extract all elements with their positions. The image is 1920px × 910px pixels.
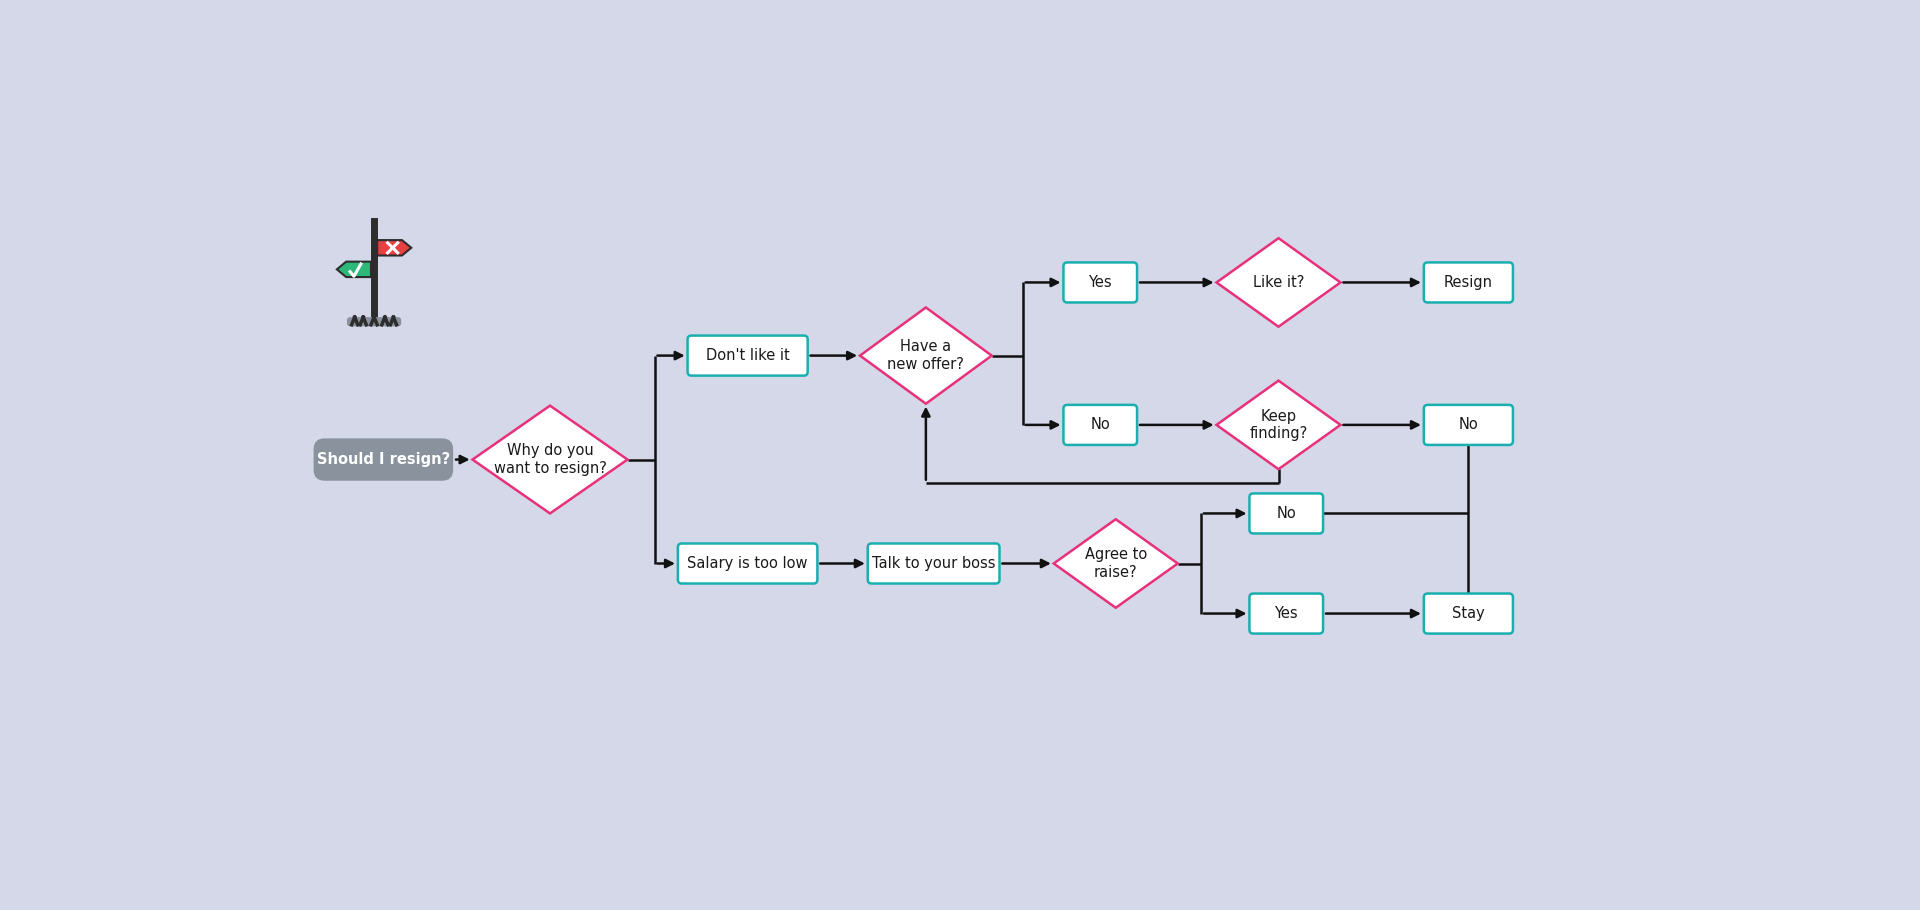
Text: No: No <box>1091 418 1110 432</box>
FancyBboxPatch shape <box>687 336 808 376</box>
Text: Don't like it: Don't like it <box>707 349 789 363</box>
Text: Like it?: Like it? <box>1254 275 1304 290</box>
Polygon shape <box>376 240 411 256</box>
Polygon shape <box>1054 520 1177 608</box>
Text: No: No <box>1277 506 1296 521</box>
FancyBboxPatch shape <box>1064 262 1137 302</box>
FancyBboxPatch shape <box>868 543 1000 583</box>
Text: No: No <box>1459 418 1478 432</box>
Text: Resign: Resign <box>1444 275 1494 290</box>
Text: Keep
finding?: Keep finding? <box>1250 409 1308 441</box>
FancyBboxPatch shape <box>1425 593 1513 633</box>
Polygon shape <box>1217 380 1340 470</box>
FancyBboxPatch shape <box>1425 405 1513 445</box>
FancyBboxPatch shape <box>1250 493 1323 533</box>
Text: Agree to
raise?: Agree to raise? <box>1085 547 1146 580</box>
Text: Talk to your boss: Talk to your boss <box>872 556 995 571</box>
Text: Have a
new offer?: Have a new offer? <box>887 339 964 372</box>
Text: Stay: Stay <box>1452 606 1484 621</box>
Polygon shape <box>472 406 628 513</box>
FancyBboxPatch shape <box>348 317 401 327</box>
FancyBboxPatch shape <box>1425 262 1513 302</box>
Text: Yes: Yes <box>1275 606 1298 621</box>
Polygon shape <box>336 262 371 277</box>
Polygon shape <box>860 308 993 404</box>
Polygon shape <box>1217 238 1340 327</box>
FancyBboxPatch shape <box>1250 593 1323 633</box>
FancyBboxPatch shape <box>313 439 453 480</box>
Text: Should I resign?: Should I resign? <box>317 452 449 467</box>
FancyBboxPatch shape <box>678 543 818 583</box>
Text: Yes: Yes <box>1089 275 1112 290</box>
FancyBboxPatch shape <box>1064 405 1137 445</box>
Text: Why do you
want to resign?: Why do you want to resign? <box>493 443 607 476</box>
Text: Salary is too low: Salary is too low <box>687 556 808 571</box>
